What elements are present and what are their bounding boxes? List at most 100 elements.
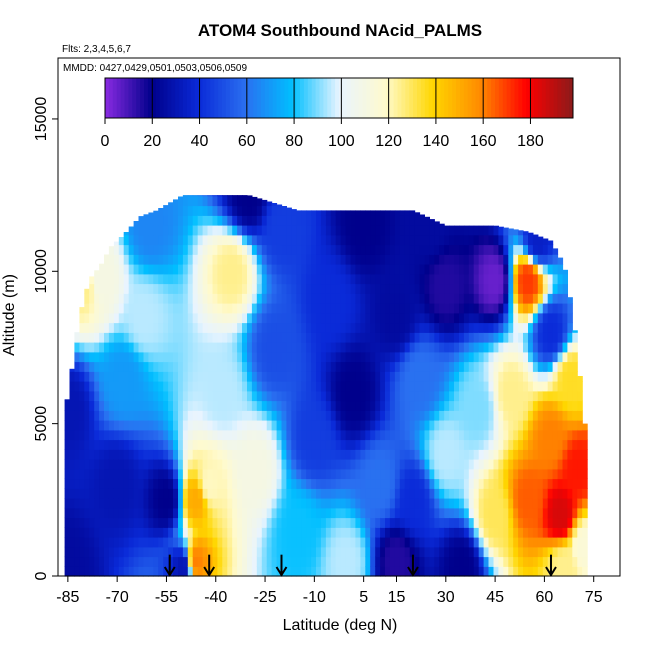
heatmap-cell — [232, 449, 238, 460]
heatmap-cell — [222, 234, 228, 246]
heatmap-cell — [64, 556, 71, 567]
heatmap-cell — [454, 429, 460, 441]
heatmap-cell — [439, 468, 445, 480]
heatmap-cell — [217, 488, 223, 499]
heatmap-cell — [286, 400, 292, 411]
heatmap-cell — [163, 556, 169, 567]
heatmap-cell — [99, 498, 105, 509]
heatmap-cell — [296, 381, 302, 392]
heatmap-cell — [311, 283, 317, 294]
heatmap-cell — [247, 546, 253, 558]
heatmap-cell — [389, 468, 396, 480]
heatmap-cell — [251, 566, 258, 577]
heatmap-cell — [148, 546, 154, 558]
heatmap-cell — [286, 273, 292, 285]
heatmap-cell — [222, 332, 228, 343]
heatmap-cell — [79, 381, 85, 392]
heatmap-cell — [370, 303, 376, 314]
heatmap-cell — [207, 264, 213, 275]
heatmap-cell — [222, 537, 228, 548]
heatmap-cell — [192, 449, 199, 460]
heatmap-cell — [429, 507, 435, 519]
heatmap-cell — [572, 478, 578, 489]
heatmap-cell — [202, 283, 209, 294]
heatmap-cell — [291, 303, 297, 314]
heatmap-cell — [488, 293, 494, 304]
heatmap-cell — [316, 303, 322, 314]
heatmap-cell — [291, 410, 297, 421]
heatmap-cell — [459, 420, 465, 431]
heatmap-cell — [523, 517, 529, 528]
heatmap-cell — [64, 527, 71, 538]
heatmap-cell — [582, 429, 588, 441]
heatmap-cell — [281, 478, 287, 489]
heatmap-cell — [473, 546, 480, 558]
heatmap-cell — [508, 527, 514, 538]
heatmap-cell — [94, 351, 100, 363]
heatmap-cell — [503, 244, 509, 255]
heatmap-cell — [488, 566, 494, 577]
heatmap-cell — [439, 556, 445, 567]
heatmap-cell — [251, 527, 258, 538]
heatmap-cell — [532, 498, 539, 509]
heatmap-cell — [365, 332, 371, 343]
heatmap-cell — [158, 283, 164, 294]
heatmap-cell — [271, 556, 278, 567]
heatmap-cell — [182, 205, 189, 216]
heatmap-cell — [163, 205, 169, 207]
heatmap-cell — [168, 390, 174, 402]
heatmap-cell — [350, 556, 356, 567]
heatmap-cell — [547, 342, 554, 353]
heatmap-cell — [419, 400, 425, 411]
heatmap-cell — [557, 517, 564, 528]
heatmap-cell — [222, 273, 228, 285]
heatmap-cell — [513, 381, 519, 392]
heatmap-cell — [365, 507, 371, 519]
heatmap-cell — [454, 390, 460, 402]
heatmap-cell — [340, 498, 347, 509]
heatmap-cell — [439, 273, 445, 285]
heatmap-cell — [483, 342, 490, 353]
heatmap-cell — [138, 556, 144, 567]
heatmap-cell — [434, 390, 440, 402]
heatmap-cell — [439, 223, 445, 226]
heatmap-cell — [227, 517, 233, 528]
heatmap-cell — [74, 556, 80, 567]
heatmap-cell — [463, 332, 470, 343]
heatmap-cell — [439, 488, 445, 499]
heatmap-cell — [192, 566, 199, 577]
colorbar-segment — [530, 78, 535, 118]
heatmap-cell — [291, 488, 297, 499]
heatmap-cell — [434, 459, 440, 470]
heatmap-cell — [503, 293, 509, 304]
heatmap-cell — [365, 517, 371, 528]
heatmap-cell — [266, 293, 273, 304]
heatmap-cell — [350, 566, 356, 577]
heatmap-cell — [385, 254, 391, 265]
heatmap-cell — [537, 537, 544, 548]
heatmap-cell — [434, 439, 440, 450]
heatmap-cell — [118, 420, 125, 431]
heatmap-cell — [434, 429, 440, 441]
heatmap-cell — [182, 351, 189, 363]
heatmap-cell — [380, 283, 386, 294]
heatmap-cell — [296, 390, 302, 402]
colorbar-segment — [432, 78, 437, 118]
heatmap-cell — [508, 517, 514, 528]
heatmap-cell — [79, 488, 85, 499]
colorbar-segment — [268, 78, 274, 118]
heatmap-cell — [247, 254, 253, 265]
heatmap-cell — [567, 303, 573, 314]
heatmap-cell — [557, 429, 564, 441]
heatmap-cell — [409, 303, 416, 314]
heatmap-cell — [94, 322, 100, 333]
heatmap-cell — [148, 273, 154, 285]
heatmap-cell — [399, 381, 406, 392]
heatmap-cell — [227, 283, 233, 294]
heatmap-cell — [513, 244, 519, 255]
heatmap-cell — [463, 459, 470, 470]
heatmap-cell — [532, 517, 539, 528]
heatmap-cell — [212, 449, 218, 460]
heatmap-cell — [394, 566, 401, 577]
heatmap-cell — [350, 312, 356, 324]
